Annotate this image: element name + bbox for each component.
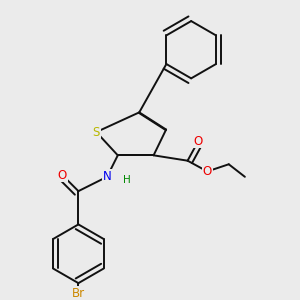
Text: H: H xyxy=(123,175,130,185)
Text: O: O xyxy=(194,134,203,148)
Text: Br: Br xyxy=(72,286,85,300)
Text: O: O xyxy=(203,165,212,178)
Text: S: S xyxy=(93,126,100,139)
Text: O: O xyxy=(58,169,67,182)
Text: N: N xyxy=(103,170,111,183)
